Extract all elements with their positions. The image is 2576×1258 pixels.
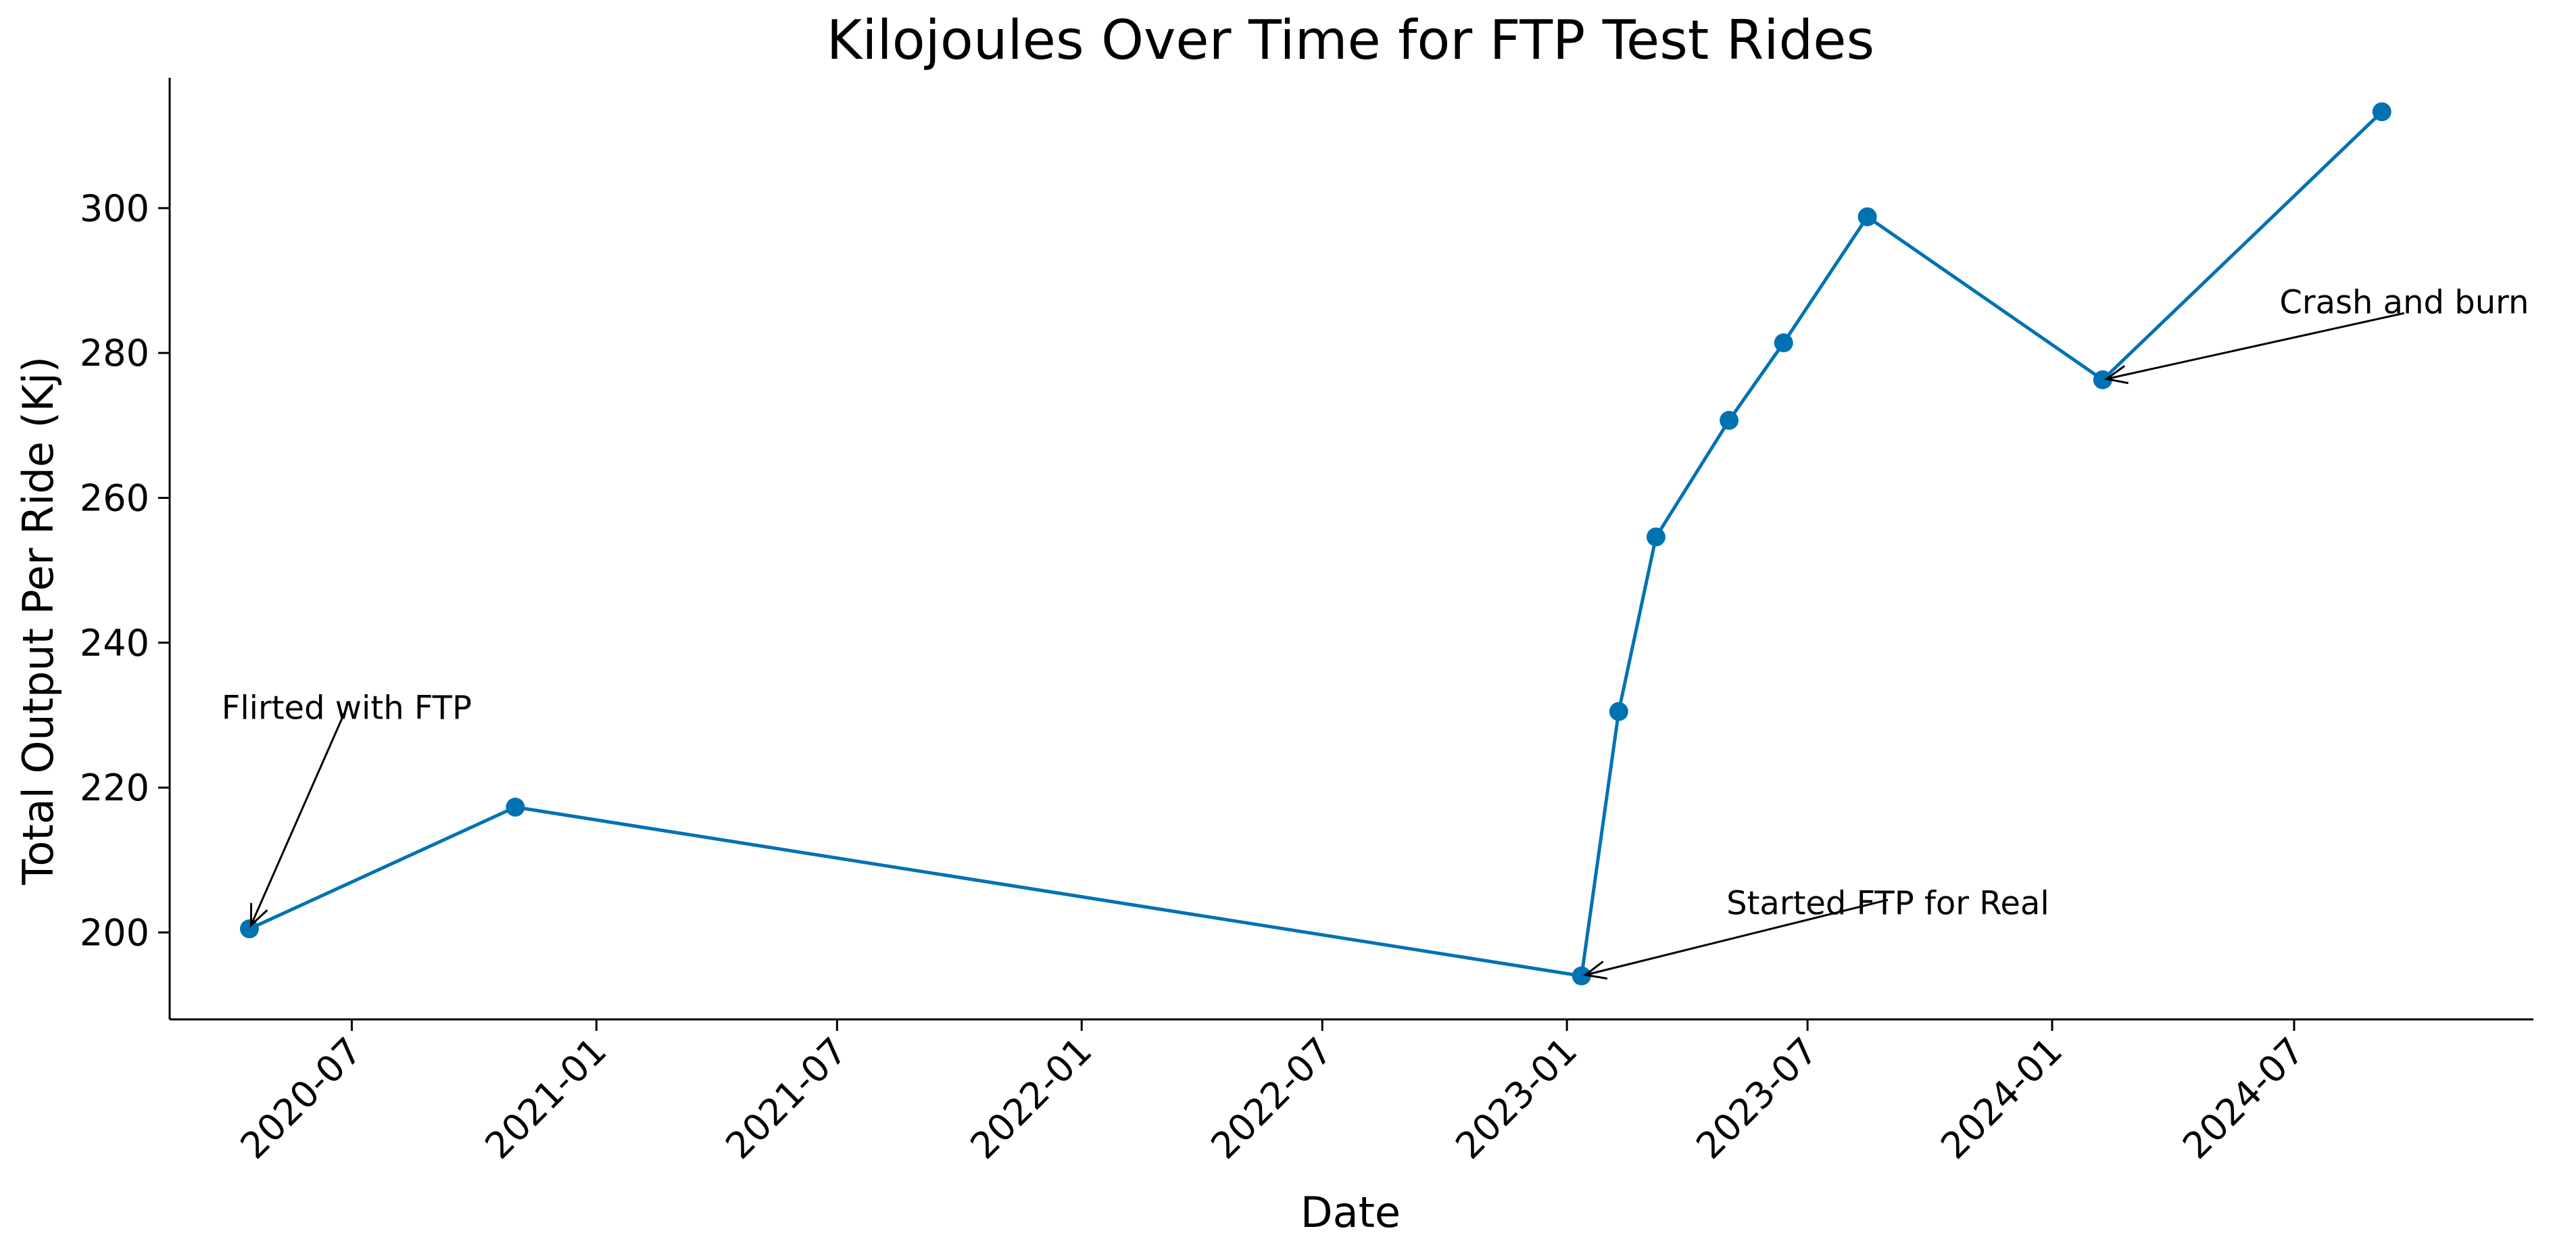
x-tick-label: 2021-07: [717, 1030, 855, 1167]
annotation-arrow: [2106, 312, 2405, 381]
x-tick-label: 2022-07: [1202, 1030, 1340, 1167]
data-point: [1857, 207, 1877, 226]
x-tick-label: 2024-01: [1933, 1030, 2070, 1167]
x-tick-label: 2020-07: [233, 1030, 370, 1167]
data-points: [240, 102, 2391, 986]
series-line: [248, 110, 2383, 978]
annotation-label: Started FTP for Real: [1726, 885, 2049, 923]
data-point: [1774, 333, 1793, 353]
x-tick-label: 2022-01: [962, 1030, 1100, 1167]
annotation-arrow: [1585, 898, 1889, 976]
data-point: [2093, 370, 2112, 389]
y-axis-label: Total Output Per Ride (Kj): [14, 356, 63, 886]
data-point: [240, 919, 260, 939]
annotation-arrowhead: [249, 902, 268, 928]
data-point: [2372, 102, 2391, 122]
annotation-arrowhead: [1582, 961, 1608, 980]
x-tick-label: 2023-01: [1447, 1030, 1585, 1167]
y-tick-label: 280: [80, 332, 149, 374]
series-line-group: [248, 110, 2383, 978]
annotation-arrowhead: [2104, 365, 2129, 385]
y-tick-label: 300: [80, 187, 149, 230]
y-tick-label: 200: [80, 911, 149, 954]
data-point: [506, 798, 525, 817]
x-tick-label: 2024-07: [2174, 1030, 2312, 1167]
x-axis-label: Date: [1301, 1188, 1401, 1237]
y-tick-label: 220: [80, 767, 149, 809]
data-point: [1720, 410, 1739, 430]
annotation-label: Crash and burn: [2279, 283, 2529, 321]
chart-title: Kilojoules Over Time for FTP Test Rides: [827, 9, 1874, 72]
data-point: [1572, 966, 1591, 986]
y-tick-label: 240: [80, 622, 149, 664]
x-tick-label: 2023-07: [1688, 1030, 1826, 1167]
x-tick-label: 2021-01: [477, 1030, 614, 1167]
axes: [168, 78, 2533, 1021]
y-tick-label: 260: [80, 477, 149, 519]
data-point: [1609, 702, 1628, 721]
data-point: [1646, 527, 1666, 547]
annotation-arrow: [250, 707, 348, 926]
